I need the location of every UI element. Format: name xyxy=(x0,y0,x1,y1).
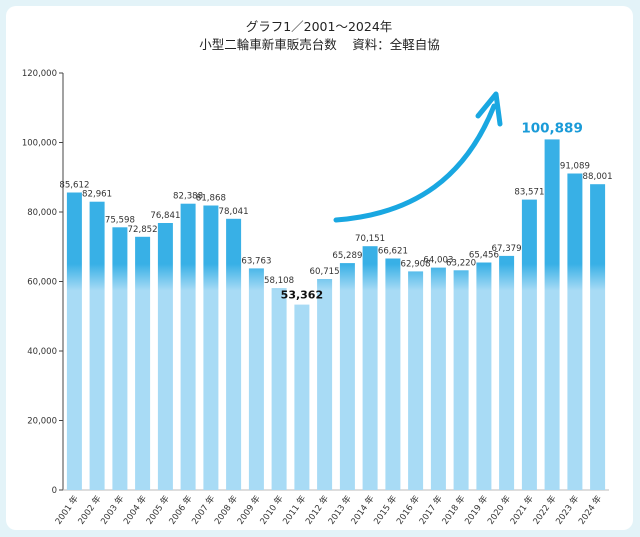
bar xyxy=(430,267,446,490)
bar xyxy=(567,173,583,490)
bar xyxy=(180,203,196,490)
y-tick-label: 0 xyxy=(52,486,57,496)
bar xyxy=(294,304,310,490)
chart-title: グラフ1／2001〜2024年 xyxy=(246,19,393,34)
bar xyxy=(339,263,355,490)
bar xyxy=(112,227,128,491)
upward-trend-arrowhead xyxy=(475,91,503,127)
bar xyxy=(66,192,82,490)
data-label: 67,379 xyxy=(492,244,522,254)
bar-group xyxy=(66,139,606,491)
data-label: 78,041 xyxy=(219,207,249,217)
bar xyxy=(157,223,173,490)
chart-card: グラフ1／2001〜2024年 小型二輪車新車販売台数 資料：全軽自協 0 20,… xyxy=(6,6,633,530)
bar xyxy=(385,258,401,490)
data-label: 63,220 xyxy=(446,258,476,268)
bar xyxy=(521,199,537,490)
bar xyxy=(226,218,242,491)
y-tick-label: 80,000 xyxy=(27,208,57,218)
bar xyxy=(544,139,560,490)
bar xyxy=(135,236,151,490)
x-tick-label: 2024 年 xyxy=(576,493,604,527)
data-label: 60,715 xyxy=(310,267,340,277)
chart-source: 資料：全軽自協 xyxy=(352,37,440,52)
chart-svg: グラフ1／2001〜2024年 小型二輪車新車販売台数 資料：全軽自協 0 20,… xyxy=(22,19,613,527)
data-label: 83,571 xyxy=(514,188,544,198)
bar xyxy=(408,271,424,490)
data-label: 100,889 xyxy=(521,120,583,136)
bar xyxy=(362,246,378,490)
data-label: 91,089 xyxy=(560,162,590,172)
data-label: 62,908 xyxy=(401,259,431,269)
bar xyxy=(271,288,287,490)
y-tick-label: 20,000 xyxy=(27,417,57,427)
y-tick-label: 120,000 xyxy=(22,69,57,79)
bar xyxy=(499,255,515,490)
data-label: 82,388 xyxy=(173,192,203,202)
y-tick-label: 40,000 xyxy=(27,347,57,357)
data-label: 66,621 xyxy=(378,247,408,257)
bar xyxy=(248,268,264,490)
y-tick-label: 60,000 xyxy=(27,278,57,288)
data-label: 70,151 xyxy=(355,234,385,244)
data-label: 65,456 xyxy=(469,251,499,261)
data-label: 63,763 xyxy=(241,256,271,266)
data-label: 76,841 xyxy=(150,211,180,221)
data-label: 58,108 xyxy=(264,276,294,286)
bar xyxy=(203,205,219,490)
upward-trend-arrow xyxy=(333,103,497,223)
bar xyxy=(89,201,105,490)
y-axis: 0 20,000 40,000 60,000 80,000 100,000 120,000 xyxy=(22,69,609,496)
chart-subtitle: 小型二輪車新車販売台数 xyxy=(199,37,337,52)
y-tick-label: 100,000 xyxy=(22,139,57,149)
data-label: 75,598 xyxy=(105,215,135,225)
data-label: 53,362 xyxy=(281,289,323,302)
data-label: 64,003 xyxy=(423,256,453,266)
bar xyxy=(453,270,469,490)
data-label: 85,612 xyxy=(59,181,89,191)
data-label: 65,289 xyxy=(332,251,362,261)
data-label: 88,001 xyxy=(583,172,613,182)
bar xyxy=(590,184,606,490)
bar xyxy=(317,279,333,490)
bar xyxy=(476,262,492,490)
data-label: 82,961 xyxy=(82,190,112,200)
data-label: 72,852 xyxy=(128,225,158,235)
data-label: 81,868 xyxy=(196,194,226,204)
